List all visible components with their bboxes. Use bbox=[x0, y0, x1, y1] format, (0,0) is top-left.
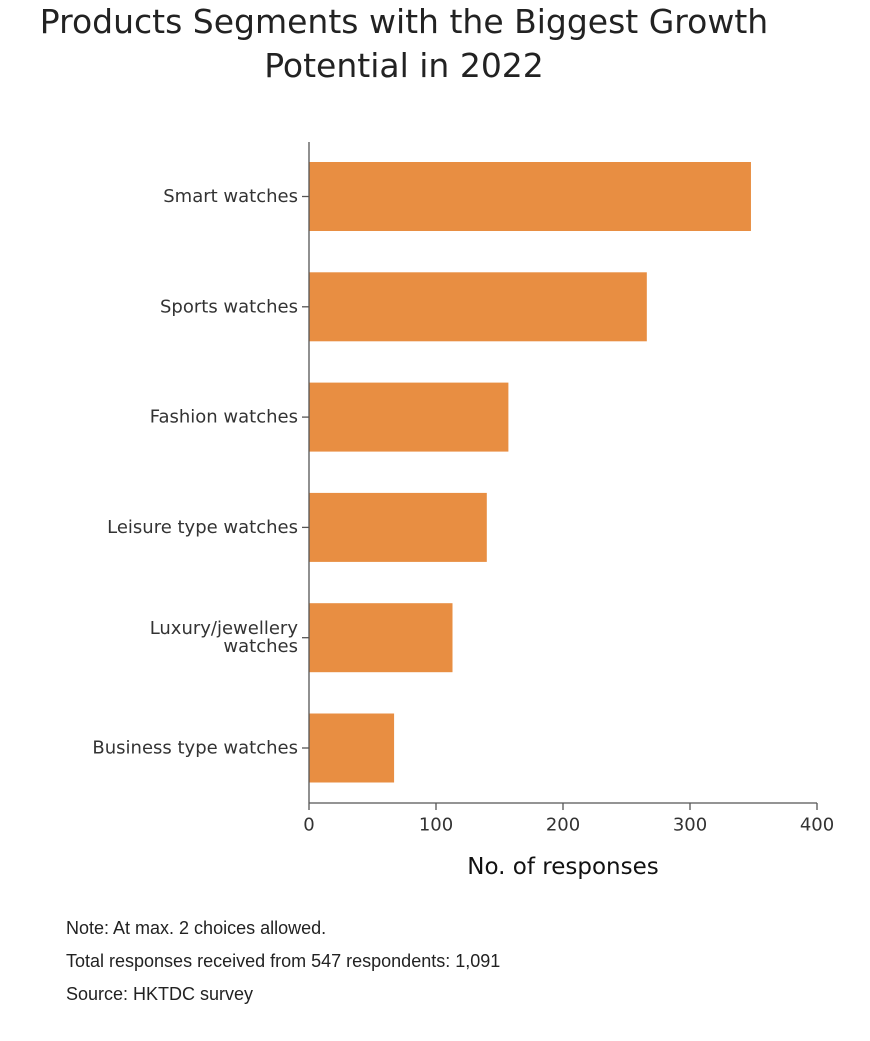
x-tick-label-2: 200 bbox=[546, 815, 580, 836]
source-text: Source: HKTDC survey bbox=[66, 984, 254, 1004]
x-tick-label-3: 300 bbox=[673, 815, 707, 836]
x-axis-title: No. of responses bbox=[467, 854, 658, 880]
bar-4 bbox=[309, 603, 453, 673]
chart-title-line-2: Potential in 2022 bbox=[264, 46, 544, 85]
x-tick-label-4: 400 bbox=[800, 815, 834, 836]
bar-chart: Smart watches Sports watches Fashion watch… bbox=[92, 142, 834, 880]
x-tick-label-0: 0 bbox=[303, 815, 314, 836]
category-label-4-line-1: watches bbox=[223, 636, 298, 657]
bar-3 bbox=[309, 492, 487, 562]
category-label-2: Fashion watches bbox=[150, 407, 298, 428]
bar-5 bbox=[309, 713, 395, 783]
x-tick-label-1: 100 bbox=[419, 815, 453, 836]
note-text: Note: At max. 2 choices allowed. bbox=[66, 918, 327, 938]
category-label-4-line-0: Luxury/jewellery bbox=[150, 618, 299, 639]
chart-title: Products Segments with the Biggest Growt… bbox=[0, 0, 808, 88]
category-label-5: Business type watches bbox=[92, 738, 298, 759]
category-label-0: Smart watches bbox=[163, 186, 298, 207]
bar-1 bbox=[309, 272, 647, 342]
category-label-1: Sports watches bbox=[160, 296, 298, 317]
chart-title-line-1: Products Segments with the Biggest Growt… bbox=[39, 2, 769, 41]
bar-0 bbox=[309, 162, 751, 231]
category-label-3: Leisure type watches bbox=[107, 517, 298, 538]
total-responses-text: Total responses received from 547 respon… bbox=[66, 951, 501, 971]
bar-2 bbox=[309, 382, 509, 452]
chart-notes: Note: At max. 2 choices allowed. Total r… bbox=[66, 912, 500, 1011]
